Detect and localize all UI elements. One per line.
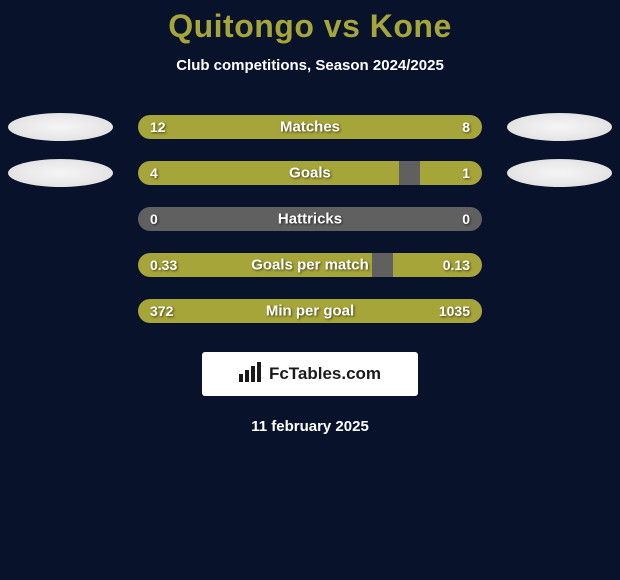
right-value: 0	[462, 211, 470, 227]
right-value: 8	[462, 119, 470, 135]
bar-track: 0.33 Goals per match 0.13	[138, 253, 482, 277]
stat-row-min-per-goal: 372 Min per goal 1035	[0, 288, 620, 334]
left-value: 12	[150, 119, 166, 135]
stat-row-matches: 12 Matches 8	[0, 104, 620, 150]
bar-left-fill	[138, 161, 399, 185]
brand-text: FcTables.com	[269, 364, 381, 384]
page-title: Quitongo vs Kone	[0, 8, 620, 45]
stat-label: Goals per match	[251, 257, 369, 274]
stat-label: Goals	[289, 165, 331, 182]
bar-track: 0 Hattricks 0	[138, 207, 482, 231]
bar-track: 372 Min per goal 1035	[138, 299, 482, 323]
right-value: 1035	[439, 303, 470, 319]
stat-row-goals: 4 Goals 1	[0, 150, 620, 196]
comparison-widget: Quitongo vs Kone Club competitions, Seas…	[0, 0, 620, 435]
brand-badge[interactable]: FcTables.com	[202, 352, 418, 396]
subtitle: Club competitions, Season 2024/2025	[0, 57, 620, 74]
bar-right-fill	[420, 161, 482, 185]
bar-track: 12 Matches 8	[138, 115, 482, 139]
left-value: 0	[150, 211, 158, 227]
player-right-avatar	[507, 113, 612, 141]
bar-track: 4 Goals 1	[138, 161, 482, 185]
stat-label: Min per goal	[266, 303, 354, 320]
comparison-chart: 12 Matches 8 4 Goals 1 0 Hattricks	[0, 104, 620, 334]
left-value: 372	[150, 303, 173, 319]
stat-row-hattricks: 0 Hattricks 0	[0, 196, 620, 242]
player-right-avatar	[507, 159, 612, 187]
right-value: 0.13	[443, 257, 470, 273]
left-value: 0.33	[150, 257, 177, 273]
stat-label: Hattricks	[278, 211, 342, 228]
bar-chart-icon	[239, 362, 263, 387]
player-left-avatar	[8, 159, 113, 187]
stat-row-goals-per-match: 0.33 Goals per match 0.13	[0, 242, 620, 288]
bar-left-fill	[138, 115, 399, 139]
left-value: 4	[150, 165, 158, 181]
stat-label: Matches	[280, 119, 340, 136]
player-left-avatar	[8, 113, 113, 141]
right-value: 1	[462, 165, 470, 181]
date-label: 11 february 2025	[0, 418, 620, 435]
